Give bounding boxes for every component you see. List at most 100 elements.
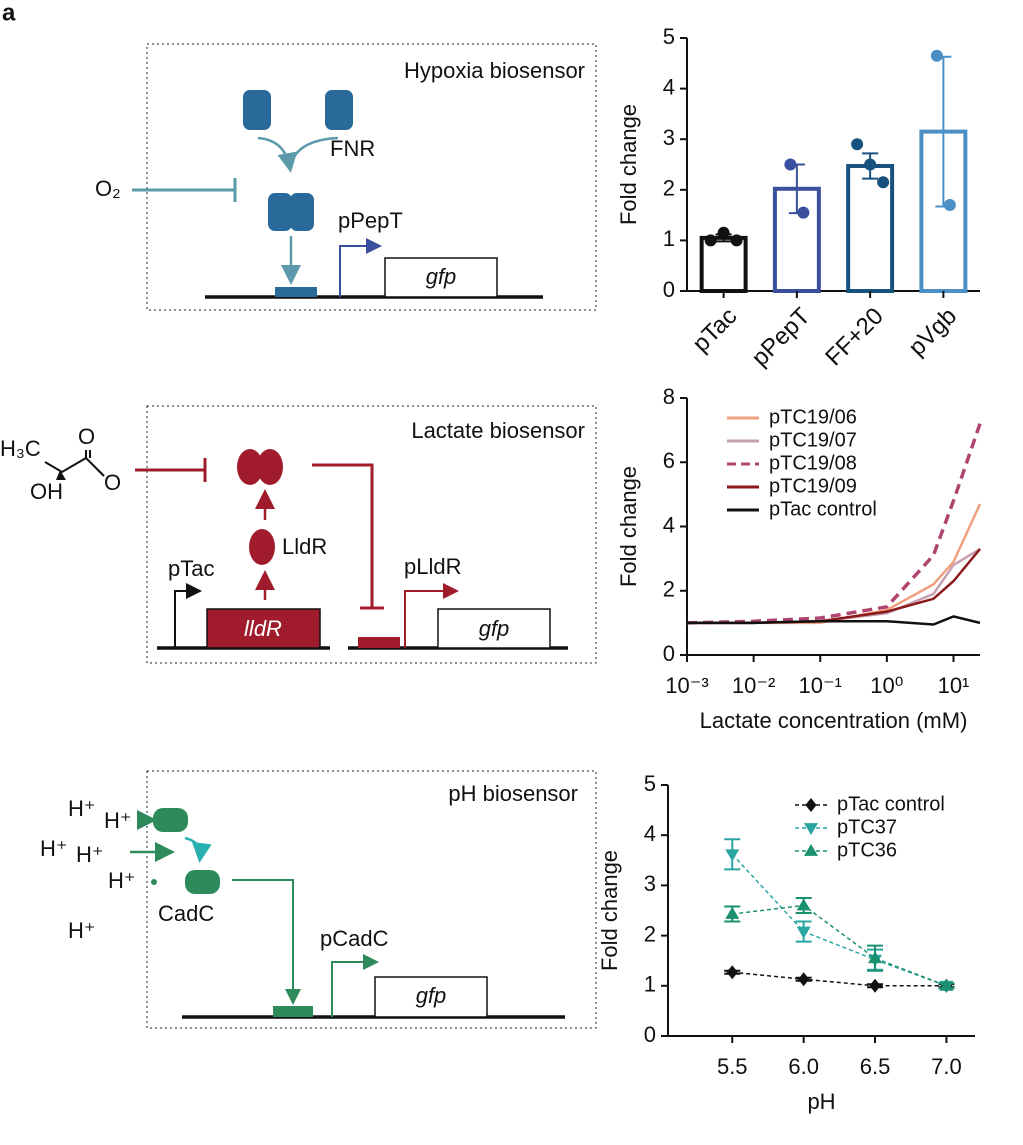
arrow bbox=[257, 136, 298, 173]
label: H⁺ bbox=[108, 868, 136, 893]
x-tick-label: 10⁻³ bbox=[665, 673, 708, 698]
label: FNR bbox=[330, 136, 375, 161]
binding-site bbox=[273, 1006, 313, 1017]
x-axis-label: pH bbox=[807, 1089, 835, 1114]
lldr-monomer bbox=[249, 529, 275, 565]
promoter bbox=[174, 583, 202, 648]
legend-marker bbox=[804, 844, 818, 856]
marker bbox=[726, 965, 738, 980]
marker bbox=[798, 972, 810, 987]
y-tick-label: 4 bbox=[663, 512, 675, 537]
y-tick-label: 1 bbox=[663, 226, 675, 251]
frame bbox=[146, 405, 597, 664]
label: pPepT bbox=[338, 208, 403, 233]
label: H⁺ bbox=[104, 808, 132, 833]
label: O bbox=[104, 470, 121, 495]
label: pCadC bbox=[320, 926, 389, 951]
dot bbox=[151, 879, 157, 885]
arrow bbox=[232, 879, 301, 1005]
marker bbox=[868, 951, 883, 964]
legend-marker bbox=[805, 798, 817, 812]
fnr-monomer bbox=[243, 90, 271, 130]
y-tick-label: 3 bbox=[644, 871, 656, 896]
x-tick-label: pPepT bbox=[747, 302, 816, 371]
inhibition bbox=[312, 463, 374, 608]
gene-box bbox=[206, 608, 321, 649]
label: H⁺ bbox=[68, 918, 96, 943]
arrow bbox=[288, 136, 339, 169]
data-point bbox=[864, 158, 877, 171]
label: gfp bbox=[416, 983, 447, 1008]
y-tick-label: 4 bbox=[644, 821, 656, 846]
gene-box bbox=[384, 257, 498, 298]
y-tick-label: 3 bbox=[663, 125, 675, 150]
x-tick-label: 7.0 bbox=[931, 1054, 962, 1079]
hypoxia-diagram: Hypoxia biosensor FNR O₂ pPepT gfp bbox=[95, 43, 597, 311]
data-line bbox=[687, 615, 981, 626]
lldr-dimer bbox=[237, 449, 263, 485]
x-tick-label: 10⁰ bbox=[870, 673, 903, 698]
data-point bbox=[717, 226, 730, 239]
y-tick-label: 8 bbox=[663, 384, 675, 409]
data-line bbox=[732, 971, 947, 987]
panel-label: a bbox=[2, 0, 16, 26]
lactate-diagram: Lactate biosensor H₃C O O OH LldR pTac l… bbox=[0, 405, 597, 664]
promoter bbox=[404, 583, 459, 648]
label: H⁺ bbox=[76, 842, 104, 867]
x-tick-label: 6.5 bbox=[860, 1054, 891, 1079]
data-point bbox=[851, 138, 864, 151]
y-tick-label: 0 bbox=[644, 1022, 656, 1047]
arrow bbox=[184, 836, 212, 863]
x-tick-label: 10⁻² bbox=[732, 673, 775, 698]
legend-label: pTac control bbox=[837, 793, 945, 815]
label: LldR bbox=[282, 534, 327, 559]
data-line bbox=[686, 423, 982, 625]
data-line bbox=[687, 503, 982, 625]
x-tick-label: FF+20 bbox=[820, 303, 889, 372]
label: O bbox=[78, 424, 95, 449]
y-axis-label: Fold change bbox=[616, 466, 641, 587]
fnr-dimer bbox=[268, 193, 292, 231]
promoter bbox=[339, 238, 382, 297]
binding-site bbox=[358, 637, 400, 648]
y-tick-label: 4 bbox=[663, 74, 675, 99]
marker bbox=[869, 978, 881, 993]
legend-label: pTC19/09 bbox=[769, 475, 857, 497]
y-tick-label: 5 bbox=[644, 771, 656, 796]
marker bbox=[725, 907, 740, 919]
legend-marker bbox=[804, 823, 818, 835]
y-axis-label: Fold change bbox=[616, 104, 641, 225]
y-axis-label: Fold change bbox=[597, 850, 622, 971]
label: H⁺ bbox=[68, 796, 96, 821]
gene-box bbox=[437, 608, 551, 649]
label: lldR bbox=[244, 616, 282, 641]
label: gfp bbox=[479, 616, 510, 641]
legend-label: pTC37 bbox=[837, 816, 897, 838]
legend-label: pTC19/08 bbox=[769, 452, 857, 474]
y-tick-label: 6 bbox=[663, 448, 675, 473]
gene-box bbox=[374, 976, 488, 1018]
cadc bbox=[153, 808, 188, 832]
legend-label: pTC36 bbox=[837, 839, 897, 861]
binding-site bbox=[275, 287, 317, 297]
data-point bbox=[797, 206, 810, 219]
data-line bbox=[732, 904, 947, 987]
fnr-monomer bbox=[325, 90, 353, 130]
x-tick-label: pTac bbox=[687, 303, 742, 358]
y-tick-label: 0 bbox=[663, 641, 675, 666]
y-tick-label: 5 bbox=[663, 24, 675, 49]
ph-diagram: pH biosensor H⁺ H⁺ H⁺ H⁺ H⁺ H⁺ CadC pCad… bbox=[40, 770, 597, 1029]
label: gfp bbox=[426, 264, 457, 289]
label: H₃C bbox=[0, 436, 41, 461]
data-line bbox=[687, 548, 981, 625]
legend-label: pTC19/07 bbox=[769, 429, 857, 451]
marker bbox=[796, 898, 811, 911]
y-tick-label: 2 bbox=[644, 921, 656, 946]
data-point bbox=[704, 234, 717, 247]
marker bbox=[939, 978, 954, 991]
y-tick-label: 0 bbox=[663, 277, 675, 302]
x-tick-label: pVgb bbox=[903, 303, 962, 362]
data-point bbox=[877, 176, 890, 189]
data-line bbox=[731, 853, 947, 987]
